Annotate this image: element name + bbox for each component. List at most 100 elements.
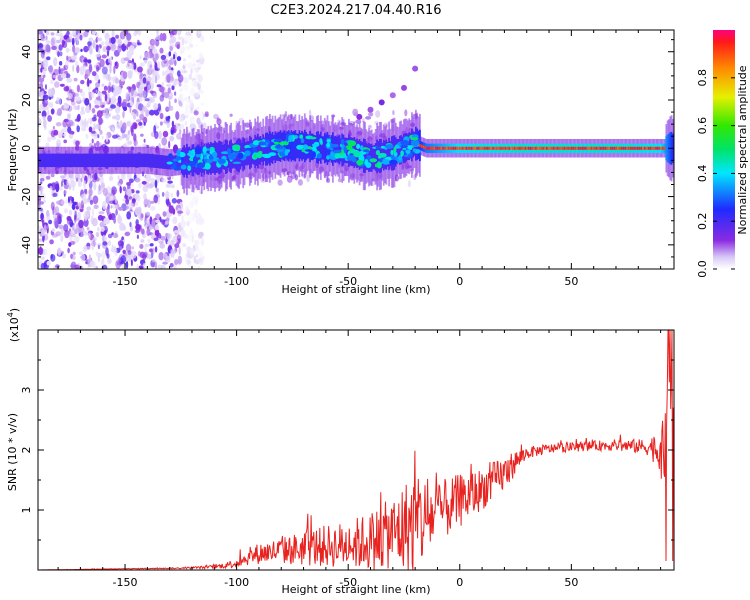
noise-blob bbox=[169, 263, 174, 268]
noise-blob bbox=[50, 254, 53, 259]
noise-blob bbox=[110, 205, 113, 209]
noise-blob bbox=[87, 78, 90, 87]
ridge-core bbox=[597, 146, 600, 150]
ridge-core bbox=[474, 146, 476, 150]
ridge-body bbox=[93, 153, 96, 168]
noise-blob bbox=[97, 134, 100, 139]
noise-blob bbox=[61, 253, 66, 259]
noise-blob bbox=[112, 127, 115, 133]
noise-blob bbox=[44, 30, 47, 33]
ridge-clump bbox=[375, 150, 380, 156]
noise-blob bbox=[193, 255, 196, 264]
noise-speckle bbox=[392, 110, 395, 116]
noise-blob bbox=[107, 258, 112, 264]
noise-blob bbox=[50, 79, 54, 84]
noise-blob bbox=[67, 247, 70, 254]
ridge-clump bbox=[311, 143, 319, 147]
ridge-body bbox=[544, 143, 547, 153]
noise-blob bbox=[72, 251, 76, 256]
ridge-body bbox=[398, 135, 401, 165]
ridge-core bbox=[604, 146, 607, 150]
noise-blob bbox=[59, 83, 65, 87]
noise-blob bbox=[41, 90, 44, 96]
ridge-clump bbox=[276, 143, 281, 148]
noise-blob bbox=[79, 110, 86, 115]
noise-blob bbox=[54, 60, 57, 64]
noise-blob bbox=[127, 60, 130, 67]
snr-panel: -150 -100 -50 0 50 1 2 3 Height of straight lin… bbox=[6, 308, 675, 596]
ridge-core bbox=[495, 146, 498, 150]
noise-blob bbox=[97, 245, 100, 250]
noise-blob bbox=[95, 54, 101, 57]
noise-blob bbox=[50, 108, 55, 115]
ridge-core bbox=[608, 146, 610, 150]
ridge-core bbox=[542, 146, 544, 150]
ridge-body bbox=[128, 153, 131, 168]
ridge-core bbox=[631, 146, 634, 150]
noise-blob bbox=[131, 246, 135, 250]
ridge-core bbox=[442, 146, 444, 150]
noise-blob bbox=[85, 105, 91, 114]
noise-blob bbox=[66, 180, 70, 186]
noise-speckle bbox=[229, 113, 233, 117]
ridge-body bbox=[388, 137, 390, 171]
noise-blob bbox=[127, 40, 130, 47]
ridge-clump bbox=[330, 148, 334, 151]
noise-blob bbox=[178, 246, 181, 255]
ridge-core bbox=[460, 146, 462, 150]
noise-blob bbox=[71, 37, 75, 46]
noise-blob bbox=[80, 193, 87, 200]
ridge-core bbox=[640, 146, 643, 150]
noise-blob bbox=[174, 243, 180, 249]
noise-blob bbox=[63, 224, 69, 232]
noise-blob bbox=[145, 173, 152, 183]
noise-blob bbox=[58, 44, 63, 51]
noise-blob bbox=[181, 206, 184, 211]
ridge-body bbox=[496, 143, 499, 153]
noise-blob bbox=[108, 58, 111, 63]
noise-blob bbox=[76, 115, 81, 123]
ridge-body bbox=[140, 153, 143, 168]
noise-blob bbox=[83, 59, 89, 63]
noise-blob bbox=[95, 265, 99, 269]
ridge-core bbox=[663, 146, 666, 150]
ridge-core bbox=[467, 146, 469, 150]
noise-blob bbox=[110, 246, 117, 253]
noise-blob bbox=[132, 122, 138, 130]
snr-ylabel: SNR (10 * v/v) bbox=[6, 413, 19, 491]
ridge-core bbox=[594, 146, 596, 150]
ridge-core bbox=[431, 146, 434, 150]
noise-blob bbox=[92, 195, 99, 205]
ridge-core bbox=[660, 146, 662, 150]
noise-blob bbox=[99, 129, 103, 135]
noise-blob bbox=[101, 54, 107, 59]
ridge-clump bbox=[255, 152, 263, 159]
noise-blob bbox=[149, 243, 154, 247]
noise-blob bbox=[103, 85, 108, 91]
colorbar-tick-label: 0.2 bbox=[696, 212, 709, 230]
noise-blob bbox=[83, 180, 87, 189]
noise-blob bbox=[94, 172, 98, 181]
noise-blob bbox=[197, 30, 202, 35]
noise-blob bbox=[96, 96, 102, 101]
ridge-body bbox=[88, 153, 91, 168]
noise-blob bbox=[83, 245, 87, 250]
noise-blob bbox=[176, 234, 182, 242]
noise-blob bbox=[106, 73, 110, 81]
y-tick-label: 40 bbox=[20, 45, 33, 59]
ridge-clump bbox=[304, 149, 312, 152]
ridge-body bbox=[62, 153, 65, 168]
noise-blob bbox=[124, 39, 128, 47]
ridge-body bbox=[587, 143, 590, 153]
ridge-body bbox=[491, 143, 494, 153]
ridge-core bbox=[613, 146, 616, 150]
ridge-core bbox=[656, 146, 659, 150]
ridge-body bbox=[469, 143, 472, 153]
ridge-core bbox=[615, 146, 618, 150]
noise-blob bbox=[104, 93, 108, 102]
noise-blob bbox=[194, 239, 199, 245]
ridge-core bbox=[490, 146, 493, 150]
noise-blob bbox=[50, 37, 55, 47]
noise-blob bbox=[42, 119, 47, 128]
noise-blob bbox=[43, 233, 49, 241]
